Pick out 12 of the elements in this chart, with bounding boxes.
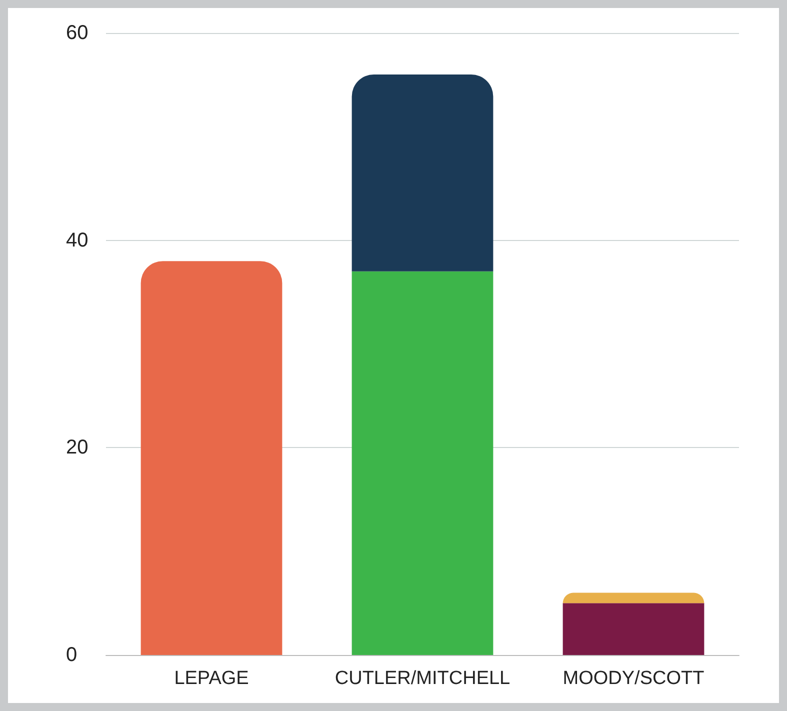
x-tick-label: LEPAGE [174,668,249,689]
x-tick-label: CUTLER/MITCHELL [334,668,510,689]
bar [562,603,704,655]
y-tick-label: 20 [66,436,88,459]
y-tick-label: 40 [66,229,88,252]
y-tick-label: 60 [66,22,88,44]
y-tick-label: 0 [66,644,78,666]
bar [562,592,704,604]
bar [140,261,282,655]
x-tick-label: MOODY/SCOTT [562,668,705,689]
bar [352,74,494,272]
bar [352,271,494,655]
